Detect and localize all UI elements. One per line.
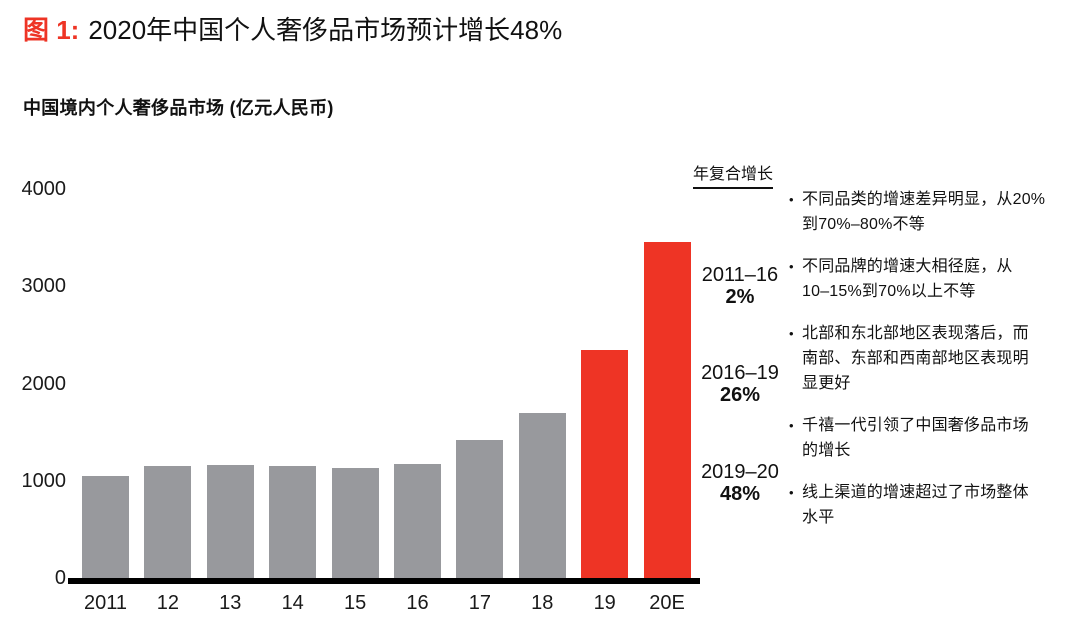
insight-item: • 千禧一代引领了中国奢侈品市场 的增长 — [789, 413, 1070, 463]
y-tick-label: 3000 — [21, 275, 67, 297]
cagr-period: 2019–20 — [701, 461, 779, 483]
cagr-value: 2% — [725, 286, 755, 308]
insight-text: 北部和东北部地区表现落后，而 南部、东部和西南部地区表现明 显更好 — [802, 325, 1029, 392]
bullet-icon: • — [789, 418, 794, 433]
bar-14 — [269, 466, 317, 578]
insight-item: • 北部和东北部地区表现落后，而 南部、东部和西南部地区表现明 显更好 — [789, 321, 1070, 396]
insight-item: • 不同品牌的增速大相径庭，从 10–15%到70%以上不等 — [789, 254, 1070, 304]
insight-text: 线上渠道的增速超过了市场整体 水平 — [802, 484, 1029, 526]
bullet-icon: • — [789, 259, 794, 274]
y-tick-label: 1000 — [21, 470, 67, 492]
x-tick-label: 19 — [593, 592, 616, 614]
bar-15 — [331, 468, 379, 578]
x-tick-label: 18 — [531, 592, 554, 614]
bar-12 — [144, 466, 192, 578]
cagr-entry: 2016–19 26% — [685, 362, 795, 406]
cagr-period: 2011–16 — [701, 264, 779, 286]
cagr-entry: 2019–20 48% — [685, 461, 795, 505]
bar-2011 — [82, 476, 129, 578]
bullet-icon: • — [789, 485, 794, 500]
x-tick-label: 13 — [219, 592, 242, 614]
y-tick-label: 4000 — [21, 178, 67, 200]
insight-text: 千禧一代引领了中国奢侈品市场 的增长 — [802, 417, 1029, 459]
figure-title: 图 1: 2020年中国个人奢侈品市场预计增长48% — [23, 14, 562, 46]
bar-20E — [643, 242, 691, 578]
bar-19 — [581, 350, 629, 578]
cagr-entry: 2011–16 2% — [685, 264, 795, 308]
cagr-value: 26% — [719, 384, 761, 406]
x-tick-label: 20E — [649, 592, 685, 614]
bullet-icon: • — [789, 326, 794, 341]
insight-item: • 不同品类的增速差异明显，从20% 到70%–80%不等 — [789, 187, 1070, 237]
insight-item: • 线上渠道的增速超过了市场整体 水平 — [789, 480, 1070, 530]
bar-18 — [518, 413, 566, 578]
x-tick-label: 2011 — [83, 592, 128, 614]
x-tick-label: 17 — [468, 592, 492, 614]
bullet-icon: • — [789, 192, 794, 207]
cagr-value: 48% — [719, 483, 761, 505]
x-axis-line — [68, 578, 700, 584]
y-tick-label: 0 — [54, 567, 66, 589]
insights-list: • 不同品类的增速差异明显，从20% 到70%–80%不等 • 不同品牌的增速大相径庭… — [789, 187, 1070, 547]
figure-title-text: 2020年中国个人奢侈品市场预计增长48% — [88, 15, 563, 45]
x-tick-label: 14 — [281, 592, 304, 614]
x-tick-label: 12 — [156, 592, 180, 614]
insight-text: 不同品类的增速差异明显，从20% 到70%–80%不等 — [802, 191, 1046, 233]
x-tick-label: 15 — [343, 592, 367, 614]
cagr-period: 2016–19 — [701, 362, 779, 384]
chart-subtitle: 中国境内个人奢侈品市场 (亿元人民币) — [23, 98, 334, 118]
x-tick-label: 16 — [406, 592, 429, 614]
cagr-header: 年复合增长 — [693, 160, 774, 189]
bar-13 — [206, 465, 254, 578]
y-tick-label: 2000 — [21, 373, 67, 395]
bar-17 — [456, 440, 504, 578]
y-axis: 0 1000 2000 3000 4000 — [0, 0, 67, 626]
cagr-panel: 2011–16 2% 2016–19 26% 2019–20 48% — [685, 0, 795, 626]
figure-label: 图 1: — [23, 15, 80, 45]
insight-text: 不同品牌的增速大相径庭，从 10–15%到70%以上不等 — [802, 258, 1013, 300]
bar-chart-plot-area: 2011 12 13 14 15 16 17 18 19 20E — [68, 189, 700, 614]
bar-16 — [394, 464, 441, 578]
